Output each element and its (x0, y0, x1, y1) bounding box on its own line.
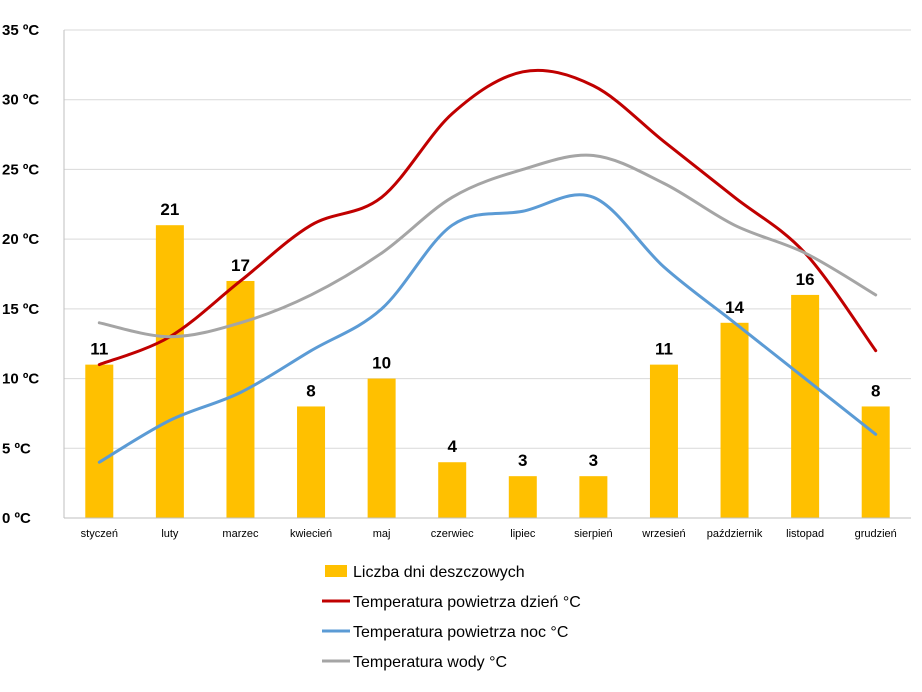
x-tick-label: sierpień (574, 528, 613, 540)
gridlines (64, 29, 911, 449)
bar (508, 476, 537, 518)
x-axis: styczeń luty marzec kwiecień maj czerwiec lipi… (64, 517, 911, 540)
bar (649, 364, 678, 518)
x-tick-label: październik (707, 528, 763, 540)
bar (226, 280, 255, 518)
bar-data-label: 8 (871, 381, 880, 400)
x-tick-label: marzec (222, 528, 259, 540)
bar-data-label: 11 (90, 340, 108, 359)
legend-label: Liczba dni deszczowych (353, 564, 525, 581)
legend-label: Temperatura powietrza noc °C (353, 624, 568, 641)
x-tick-label: styczeń (81, 528, 118, 540)
bar (297, 406, 326, 518)
bar-data-label: 16 (796, 270, 815, 289)
bar (579, 476, 608, 518)
y-tick-label: 15 ºC (2, 301, 39, 318)
bar (861, 406, 890, 518)
bar-data-label: 11 (655, 340, 673, 359)
line-series-2 (97, 193, 878, 464)
y-axis: 0 ºC 5 ºC 10 ºC 15 ºC 20 ºC 25 ºC 30 ºC 35 ºC (2, 22, 65, 527)
bar-data-label: 4 (447, 437, 457, 456)
line-series-1 (97, 68, 878, 367)
bar-data-label: 17 (231, 256, 250, 275)
line-series-3 (97, 153, 878, 339)
y-tick-label: 30 ºC (2, 92, 39, 109)
bar-data-label: 21 (160, 200, 179, 219)
x-tick-label: luty (161, 528, 179, 540)
x-tick-label: wrzesień (641, 528, 685, 540)
x-tick-label: kwiecień (290, 528, 332, 540)
bar (791, 294, 820, 518)
bar (720, 322, 749, 518)
x-tick-label: listopad (786, 528, 824, 540)
legend-swatch-bar (325, 565, 347, 577)
data-labels: 11 21 17 8 10 4 3 3 11 14 16 8 (90, 200, 880, 470)
bar (438, 462, 467, 518)
legend-label: Temperatura powietrza dzień °C (353, 594, 581, 611)
x-tick-label: grudzień (855, 528, 897, 540)
y-tick-label: 5 ºC (2, 440, 31, 457)
line-series (97, 68, 878, 464)
y-tick-label: 0 ºC (2, 510, 31, 527)
bar-data-label: 3 (589, 451, 598, 470)
legend: Liczba dni deszczowych Temperatura powiet… (322, 564, 581, 671)
bar-data-label: 14 (725, 298, 744, 317)
x-tick-label: maj (373, 528, 391, 540)
bar-series (85, 225, 890, 518)
y-tick-label: 35 ºC (2, 22, 39, 39)
x-tick-label: lipiec (510, 528, 536, 540)
legend-label: Temperatura wody °C (353, 654, 507, 671)
y-tick-label: 20 ºC (2, 231, 39, 248)
bar-data-label: 10 (372, 354, 391, 373)
bar (155, 225, 184, 518)
y-tick-label: 25 ºC (2, 161, 39, 178)
x-tick-label: czerwiec (431, 528, 474, 540)
bar-data-label: 3 (518, 451, 527, 470)
bar (367, 378, 396, 518)
bar-data-label: 8 (306, 381, 315, 400)
y-tick-label: 10 ºC (2, 371, 39, 388)
bar (85, 364, 114, 518)
